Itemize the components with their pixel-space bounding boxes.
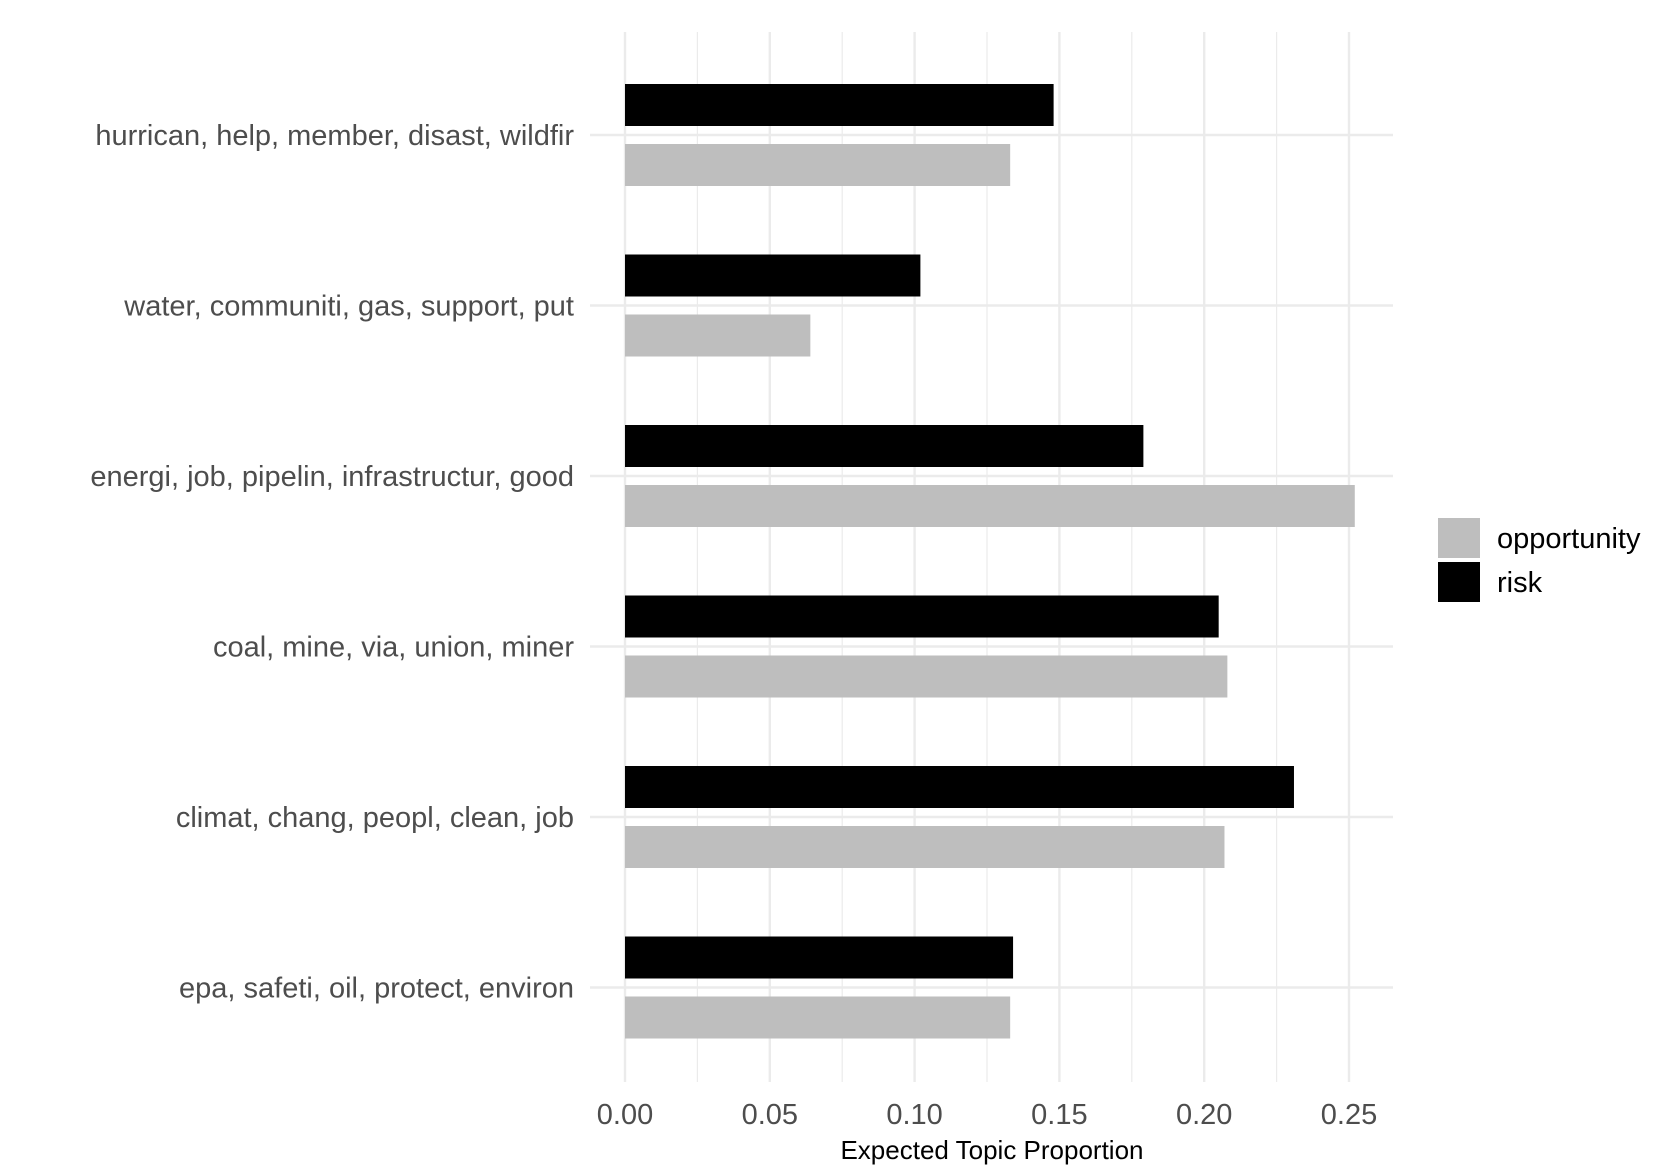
y-axis-tick-labels: hurrican, help, member, disast, wildfir w… — [90, 120, 574, 1005]
x-tick-label: 0.05 — [742, 1099, 798, 1131]
bars-layer — [625, 84, 1355, 1039]
legend: opportunity risk — [1438, 518, 1641, 602]
x-tick-label: 0.25 — [1321, 1099, 1377, 1131]
bar-risk — [625, 254, 921, 297]
x-axis-tick-labels: 0.00 0.05 0.10 0.15 0.20 0.25 — [597, 1099, 1377, 1131]
x-tick-label: 0.00 — [597, 1099, 653, 1131]
legend-swatch-risk — [1438, 562, 1480, 602]
x-tick-label: 0.20 — [1176, 1099, 1232, 1131]
bar-opportunity — [625, 655, 1228, 698]
grid-layer — [590, 32, 1393, 1082]
x-tick-label: 0.10 — [886, 1099, 942, 1131]
y-tick-label: climat, chang, peopl, clean, job — [176, 802, 574, 834]
bar-opportunity — [625, 314, 811, 357]
bar-risk — [625, 595, 1219, 638]
bar-risk — [625, 936, 1014, 979]
legend-label-opportunity: opportunity — [1497, 523, 1641, 555]
x-tick-label: 0.15 — [1031, 1099, 1087, 1131]
bar-opportunity — [625, 826, 1225, 868]
bar-risk — [625, 766, 1294, 808]
y-tick-label: hurrican, help, member, disast, wildfir — [95, 120, 574, 152]
bar-opportunity — [625, 485, 1355, 527]
bar-opportunity — [625, 996, 1011, 1039]
y-tick-label: coal, mine, via, union, miner — [213, 632, 574, 664]
bar-risk — [625, 84, 1054, 126]
legend-label-risk: risk — [1497, 567, 1543, 599]
y-tick-label: energi, job, pipelin, infrastructur, goo… — [90, 461, 574, 493]
y-tick-label: epa, safeti, oil, protect, environ — [179, 973, 574, 1005]
y-tick-label: water, communiti, gas, support, put — [123, 291, 574, 323]
x-axis-title: Expected Topic Proportion — [840, 1135, 1143, 1165]
bar-opportunity — [625, 144, 1011, 186]
bar-risk — [625, 425, 1144, 467]
legend-swatch-opportunity — [1438, 518, 1480, 558]
